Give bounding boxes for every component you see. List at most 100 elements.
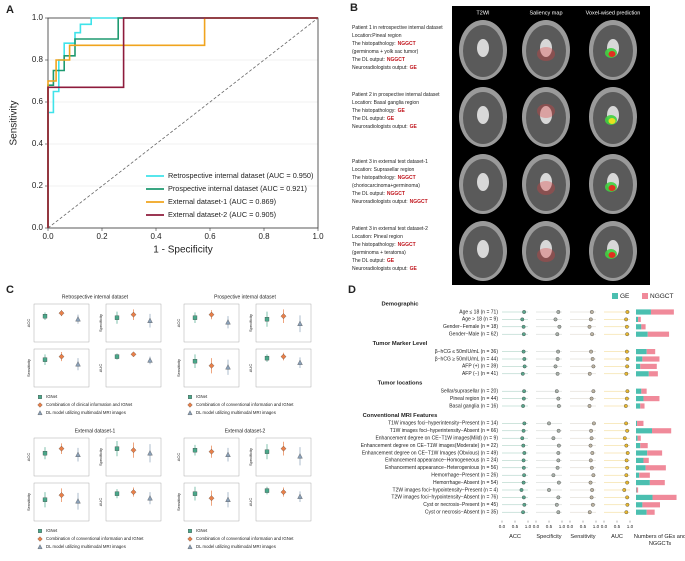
saliency-blob — [537, 181, 555, 195]
legend-label: DL model utilizing multimodal MRI images — [46, 544, 126, 549]
panel-title: External dataset-2 — [225, 428, 266, 434]
prediction-blob — [608, 51, 616, 57]
row-label: Enhancement degree on CE−T1W images(Mode… — [361, 443, 499, 449]
case-line: (germinoma + yolk sac tumor) — [352, 49, 419, 55]
column-title: Numbers of GEs and — [634, 534, 685, 540]
metric-dot — [555, 371, 560, 376]
case-line: Location: Suprasellar region — [352, 167, 414, 173]
marker — [187, 410, 193, 415]
x-tick-label: 0.4 — [150, 232, 162, 241]
metric-dot — [590, 488, 594, 492]
marker — [130, 311, 137, 318]
x-tick-label: 0.0 — [533, 524, 540, 529]
legend-label: NGGCT — [650, 293, 674, 300]
count-bar — [637, 435, 641, 441]
case-text: The DL output: — [352, 57, 385, 63]
ventricle — [477, 106, 489, 124]
metric-dot — [557, 443, 561, 448]
row-label: Basal ganglia (n = 16) — [449, 403, 498, 409]
marker — [130, 351, 137, 358]
chance-line — [47, 17, 319, 229]
row-label: Age ≤ 18 (n = 71) — [459, 309, 498, 315]
count-bar — [636, 388, 642, 394]
row-label: Age > 18 (n = 9) — [462, 317, 498, 323]
metric-dot — [624, 317, 628, 322]
marker — [42, 357, 48, 362]
count-bar — [636, 309, 651, 315]
marker — [208, 495, 215, 502]
marker — [75, 498, 81, 504]
case-line: Patient 3 in external test dataset-1 — [352, 159, 428, 165]
case-line: Location: Basal ganglia region — [352, 100, 419, 106]
count-bar — [643, 457, 649, 463]
marker — [187, 536, 193, 542]
count-bar — [636, 487, 637, 493]
panel-label: A — [6, 4, 14, 16]
count-bar — [642, 502, 660, 508]
metric-dot — [556, 451, 561, 455]
metric-dot — [588, 317, 593, 322]
count-bar — [643, 396, 660, 402]
metric-dot — [556, 458, 561, 463]
marker — [38, 529, 42, 533]
panel-title: Prospective internal dataset — [214, 294, 276, 300]
legend-swatch — [612, 293, 618, 299]
roc-curve — [47, 17, 318, 228]
x-tick-label: 1.0 — [559, 524, 566, 529]
count-bar — [636, 494, 653, 500]
case-value: GE — [410, 65, 418, 71]
metric-dot — [588, 443, 593, 448]
row-label: Sellar/suprasellar (n = 20) — [441, 389, 499, 395]
marker — [225, 496, 231, 502]
case-value: NGGCT — [387, 191, 405, 197]
x-tick-label: 0.5 — [546, 524, 553, 529]
metric-dot — [625, 389, 630, 394]
panel-title: Retrospective internal dataset — [62, 294, 129, 300]
metric-dot — [591, 502, 595, 507]
metric-dot — [519, 488, 524, 492]
x-tick-label: 0.5 — [614, 524, 621, 529]
metric-dot — [554, 389, 559, 394]
count-bar — [636, 403, 641, 409]
metric-dot — [624, 473, 629, 478]
marker — [208, 362, 215, 369]
marker — [42, 497, 48, 502]
row-label: Enhancement appearance−Heterogenious (n … — [385, 465, 498, 471]
x-tick-label: 0.5 — [580, 524, 587, 529]
metric-dot — [625, 495, 630, 500]
case-text: The histopathology: — [352, 175, 396, 181]
y-axis-label: Sensitivity — [26, 493, 31, 511]
y-axis-label: Sensitivity — [9, 100, 20, 145]
legend-label: External dataset-2 (AUC = 0.905) — [168, 210, 276, 219]
metric-dot — [522, 502, 527, 507]
x-axis-label: 1 - Specificity — [153, 245, 212, 256]
case-text: Neuroradiologists output: — [352, 199, 408, 205]
x-tick-label: 0.0 — [601, 524, 608, 529]
marker — [192, 448, 198, 453]
y-axis-label: Specificity — [248, 314, 253, 332]
count-bar — [636, 363, 641, 369]
row-label: T2W images foci−hypointensity−Present (n… — [393, 487, 499, 493]
case-text: The DL output: — [352, 191, 385, 197]
x-tick-label: 0.0 — [42, 232, 54, 241]
ventricle — [540, 240, 552, 258]
metric-dot — [588, 480, 593, 485]
y-axis-label: AUC — [248, 498, 253, 507]
marker — [130, 447, 137, 453]
metric-dot — [591, 389, 596, 394]
metric-dot — [521, 404, 525, 408]
metric-dot — [522, 389, 526, 394]
metric-dot — [521, 428, 526, 433]
marker — [147, 317, 153, 323]
metric-dot — [591, 473, 596, 478]
legend-label: Retrospective internal dataset (AUC = 0.… — [168, 171, 313, 180]
row-label: AFP (+) (n = 39) — [462, 364, 498, 370]
marker — [192, 491, 198, 496]
metric-dot — [556, 396, 561, 401]
metric-dot — [521, 480, 526, 485]
metric-dot — [624, 371, 629, 376]
metric-dot — [556, 428, 561, 433]
marker — [225, 364, 231, 370]
